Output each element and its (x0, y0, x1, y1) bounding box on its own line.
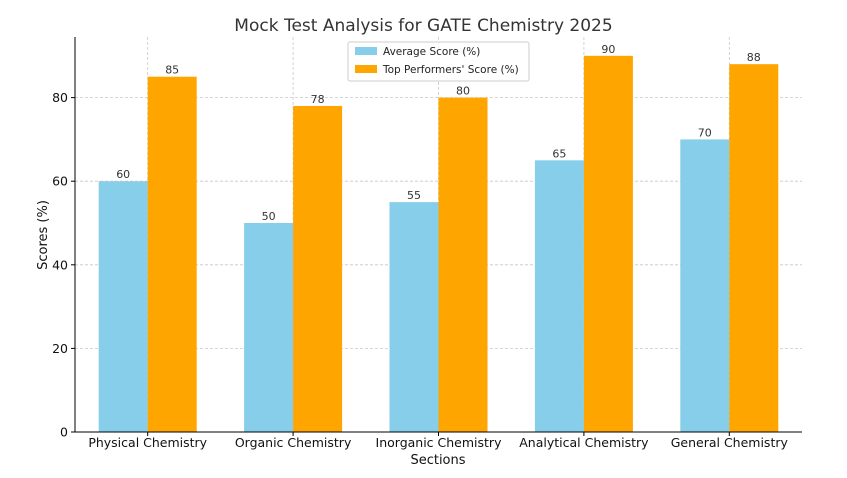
y-tick-label: 40 (52, 257, 68, 272)
bar-average-score (680, 139, 730, 432)
y-axis-title: Scores (%) (36, 200, 51, 270)
bar-value-label: 55 (407, 189, 421, 202)
legend-swatch-top-performers (355, 65, 377, 73)
legend-label-average: Average Score (%) (383, 46, 480, 58)
chart-title: Mock Test Analysis for GATE Chemistry 20… (234, 16, 612, 36)
bar-value-label: 78 (311, 93, 325, 106)
y-tick-label: 60 (52, 174, 68, 189)
y-tick-label: 0 (60, 425, 68, 440)
value-labels: 60 50 55 65 70 85 78 80 90 88 (116, 43, 761, 223)
bar-value-label: 90 (601, 43, 615, 56)
x-tick-label: Inorganic Chemistry (376, 435, 503, 450)
bar-top-performers-score (583, 55, 633, 433)
bar-value-label: 85 (165, 64, 179, 77)
legend-label-top-performers: Top Performers' Score (%) (382, 64, 519, 76)
legend: Average Score (%) Top Performers' Score … (347, 41, 530, 82)
y-tick-label: 20 (52, 341, 68, 356)
bar-average-score (244, 223, 294, 432)
legend-swatch-average (355, 47, 377, 55)
bar-top-performers-score (293, 105, 343, 432)
y-tick-label: 80 (52, 90, 68, 105)
bar-top-performers-score (729, 64, 779, 432)
bar-value-label: 50 (262, 210, 276, 223)
x-tick-label: Physical Chemistry (88, 435, 207, 450)
bar-average-score (534, 160, 584, 432)
bars (98, 55, 779, 433)
bar-value-label: 88 (747, 51, 761, 64)
x-tick-label: General Chemistry (671, 435, 789, 450)
bar-value-label: 65 (552, 147, 566, 160)
bar-average-score (98, 181, 148, 432)
bar-value-label: 60 (116, 168, 130, 181)
bar-top-performers-score (438, 97, 488, 433)
x-tick-label: Analytical Chemistry (519, 435, 649, 450)
bar-average-score (389, 202, 439, 432)
x-tick-label: Organic Chemistry (235, 435, 352, 450)
bar-top-performers-score (147, 76, 197, 433)
x-axis-title: Sections (410, 453, 465, 468)
bar-value-label: 70 (698, 126, 712, 139)
axis-ticks: 0 20 40 60 80 Physical Chemistry Organic Chemi… (52, 90, 788, 450)
legend-frame (347, 41, 530, 82)
bar-value-label: 80 (456, 85, 470, 98)
